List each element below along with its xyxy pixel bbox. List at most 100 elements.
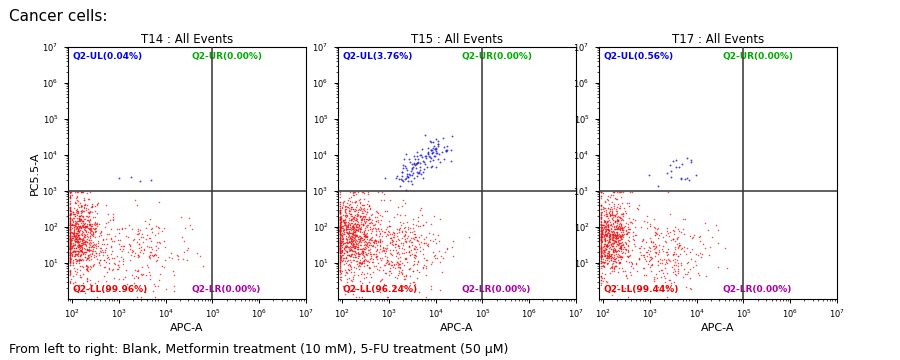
Point (398, 212, 412, 218)
Point (402, 249, 417, 255)
Point (392, 261, 407, 267)
Point (149, 247, 164, 253)
Point (597, 217, 611, 222)
Point (353, 213, 367, 219)
Point (598, 243, 613, 249)
Point (86, 231, 101, 237)
Point (601, 234, 616, 239)
Point (594, 237, 608, 243)
Point (614, 244, 628, 250)
Point (594, 256, 608, 261)
Point (597, 248, 611, 254)
Point (85, 251, 99, 257)
Point (70, 253, 85, 259)
Point (122, 241, 136, 247)
Point (358, 234, 373, 239)
Point (435, 269, 449, 275)
Point (76, 213, 90, 219)
Point (64, 208, 78, 213)
Point (605, 240, 619, 246)
Point (63, 280, 77, 285)
Point (662, 257, 676, 263)
Point (625, 247, 639, 253)
Point (670, 268, 685, 274)
Point (373, 236, 387, 242)
Point (73, 253, 87, 258)
Point (424, 164, 438, 170)
Point (598, 199, 612, 205)
Point (662, 246, 676, 252)
Point (352, 233, 366, 239)
Point (594, 273, 608, 279)
Point (70, 257, 85, 262)
Point (63, 212, 77, 218)
Point (68, 236, 82, 242)
Point (67, 248, 81, 254)
Point (344, 240, 358, 246)
Point (382, 261, 396, 266)
Point (394, 176, 409, 182)
Point (422, 154, 436, 160)
Point (93, 230, 107, 236)
Point (383, 235, 398, 241)
Point (609, 210, 624, 216)
Point (599, 243, 614, 248)
Point (355, 271, 369, 277)
Point (344, 206, 358, 212)
Point (76, 237, 90, 242)
Point (143, 249, 157, 255)
Point (359, 234, 374, 240)
Point (352, 197, 366, 202)
Point (75, 264, 89, 269)
Point (338, 239, 353, 245)
Point (333, 227, 347, 233)
Point (619, 231, 634, 237)
Point (598, 199, 612, 204)
Point (599, 213, 614, 219)
Point (333, 236, 347, 242)
Point (66, 253, 80, 258)
Point (333, 225, 347, 231)
Point (607, 232, 621, 238)
Point (63, 280, 77, 285)
Point (629, 233, 643, 238)
Point (594, 234, 608, 239)
Point (657, 256, 671, 262)
Point (651, 284, 665, 290)
Point (594, 253, 608, 258)
Point (372, 229, 386, 234)
Point (96, 265, 111, 270)
Point (594, 258, 608, 264)
Point (391, 262, 405, 268)
Point (70, 257, 85, 263)
Point (652, 260, 667, 266)
Point (333, 232, 347, 238)
Point (608, 239, 623, 244)
Point (626, 265, 640, 271)
Point (63, 215, 77, 221)
Point (346, 255, 360, 260)
Point (374, 231, 388, 237)
Point (348, 252, 363, 258)
Point (354, 261, 368, 267)
Point (80, 246, 94, 252)
Point (390, 275, 404, 280)
Point (413, 164, 428, 170)
Point (80, 264, 94, 270)
Point (90, 224, 104, 229)
Point (66, 280, 80, 286)
Point (605, 264, 619, 270)
Point (346, 230, 360, 235)
Point (68, 238, 83, 244)
Point (342, 230, 356, 236)
Point (346, 218, 360, 224)
Point (664, 168, 679, 174)
Point (148, 294, 162, 300)
Point (142, 235, 157, 241)
Point (107, 239, 122, 244)
Point (401, 171, 416, 177)
Point (594, 227, 608, 233)
Point (72, 282, 86, 287)
Point (655, 244, 670, 249)
Point (349, 232, 364, 238)
